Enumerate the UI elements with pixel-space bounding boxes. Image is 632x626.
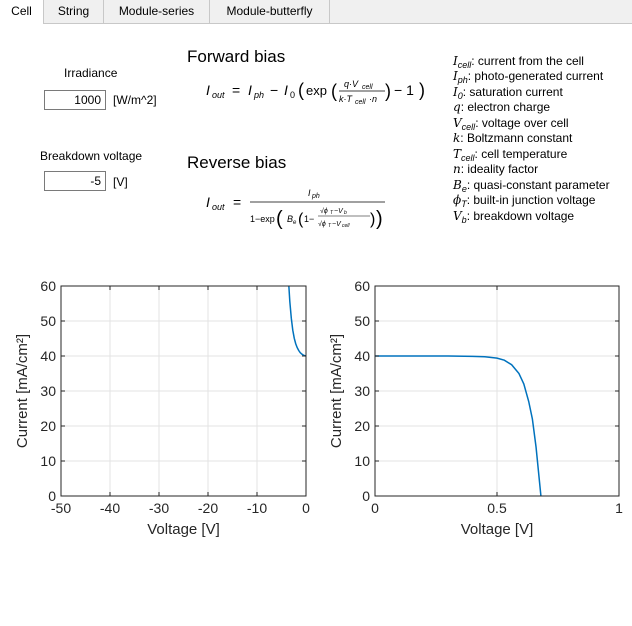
legend-item: I0: saturation current — [453, 85, 563, 101]
tab-bar: Cell String Module-series Module-butterf… — [0, 0, 632, 24]
x-tick-label: 0 — [371, 500, 379, 516]
svg-text:I: I — [308, 188, 311, 198]
svg-text:(: ( — [298, 80, 304, 100]
svg-text:ph: ph — [253, 90, 264, 100]
svg-text:1−: 1− — [304, 214, 314, 224]
reverse-bias-title: Reverse bias — [187, 153, 287, 172]
svg-text:cell: cell — [342, 223, 350, 229]
tab-cell[interactable]: Cell — [0, 0, 44, 24]
svg-text:=: = — [232, 82, 240, 98]
svg-text:I: I — [206, 194, 210, 210]
y-tick-label: 10 — [354, 453, 370, 469]
y-axis-label: Current [mA/cm²] — [328, 334, 345, 448]
legend-item: Be: quasi-constant parameter — [453, 178, 610, 194]
svg-text:−V: −V — [332, 221, 342, 228]
svg-text:1−exp: 1−exp — [250, 214, 275, 224]
reverse-bias-equation: I out = I ph 1−exp ( B e ( 1− √ϕ T −V b … — [206, 188, 385, 230]
legend-item: q: electron charge — [453, 100, 551, 114]
legend-item: k: Boltzmann constant — [453, 131, 573, 145]
svg-text:T: T — [328, 223, 332, 229]
series-line — [288, 285, 307, 357]
svg-text:I: I — [284, 82, 288, 98]
svg-text:−: − — [270, 82, 278, 98]
y-axis-label: Current [mA/cm²] — [14, 334, 31, 448]
y-tick-label: 60 — [354, 278, 370, 294]
x-axis-label: Voltage [V] — [461, 521, 534, 538]
svg-text:ph: ph — [311, 193, 320, 200]
y-tick-label: 40 — [354, 348, 370, 364]
tab-string[interactable]: String — [44, 0, 104, 23]
tab-module-butterfly[interactable]: Module-butterfly — [210, 0, 330, 23]
breakdown-voltage-input[interactable] — [44, 171, 106, 191]
y-tick-label: 30 — [40, 383, 56, 399]
svg-text:exp: exp — [306, 83, 327, 98]
y-tick-label: 40 — [40, 348, 56, 364]
breakdown-voltage-unit: [V] — [113, 175, 128, 189]
irradiance-label: Irradiance — [64, 66, 118, 80]
y-tick-label: 60 — [40, 278, 56, 294]
svg-text:cell: cell — [362, 84, 373, 91]
svg-text:√ϕ: √ϕ — [320, 207, 328, 215]
y-tick-label: 50 — [40, 313, 56, 329]
irradiance-unit: [W/m^2] — [113, 93, 157, 107]
svg-text:B: B — [287, 214, 293, 224]
svg-text:): ) — [370, 211, 375, 228]
svg-text:(: ( — [331, 81, 337, 101]
svg-text:0: 0 — [290, 90, 295, 100]
x-tick-label: -20 — [198, 500, 218, 516]
legend-item: ϕT: built-in junction voltage — [453, 193, 596, 209]
svg-text:−V: −V — [334, 208, 344, 215]
reverse-bias-chart: -50 -40 -30 -20 -10 0 0 10 20 30 40 50 60 Voltage [V]… — [14, 278, 310, 538]
svg-text:I: I — [206, 82, 210, 98]
y-tick-label: 30 — [354, 383, 370, 399]
x-tick-label: 1 — [615, 500, 623, 516]
svg-text:I: I — [248, 82, 252, 98]
y-tick-label: 10 — [40, 453, 56, 469]
legend-item: Icell: current from the cell — [453, 54, 584, 70]
svg-text:k·T: k·T — [339, 94, 353, 104]
svg-text:T: T — [330, 210, 334, 216]
breakdown-voltage-label: Breakdown voltage — [40, 149, 143, 163]
x-tick-label: -40 — [100, 500, 120, 516]
y-tick-label: 0 — [362, 488, 370, 504]
x-axis-label: Voltage [V] — [147, 521, 220, 538]
x-tick-label: 0 — [302, 500, 310, 516]
legend-item: Tcell: cell temperature — [453, 147, 568, 163]
y-tick-label: 50 — [354, 313, 370, 329]
x-tick-label: -50 — [51, 500, 71, 516]
svg-text:(: ( — [298, 211, 304, 228]
irradiance-input[interactable] — [44, 90, 106, 110]
svg-text:(: ( — [276, 208, 283, 230]
svg-text:): ) — [376, 208, 383, 230]
svg-text:=: = — [233, 194, 241, 210]
svg-text:e: e — [293, 220, 297, 226]
svg-text:b: b — [344, 210, 347, 216]
legend-item: Iph: photo-generated current — [453, 69, 604, 85]
x-tick-label: 0.5 — [487, 500, 507, 516]
svg-text:√ϕ: √ϕ — [318, 220, 326, 228]
y-tick-label: 20 — [40, 418, 56, 434]
forward-bias-title: Forward bias — [187, 47, 286, 66]
x-tick-label: -10 — [247, 500, 267, 516]
svg-text:): ) — [419, 80, 425, 100]
forward-bias-equation: I out = I ph − I 0 ( exp ( q·V cell k·T … — [206, 79, 425, 106]
y-tick-label: 20 — [354, 418, 370, 434]
series-line — [375, 355, 542, 497]
svg-text:q·V: q·V — [344, 79, 359, 89]
y-tick-label: 0 — [48, 488, 56, 504]
tab-module-series[interactable]: Module-series — [104, 0, 210, 23]
legend-item: n: ideality factor — [453, 162, 539, 176]
legend-item: Vb: breakdown voltage — [453, 209, 575, 225]
svg-text:out: out — [212, 202, 225, 212]
svg-text:− 1: − 1 — [394, 82, 414, 98]
svg-text:cell: cell — [355, 99, 366, 106]
svg-text:out: out — [212, 90, 225, 100]
svg-text:·n: ·n — [369, 94, 377, 104]
x-tick-label: -30 — [149, 500, 169, 516]
legend-item: Vcell: voltage over cell — [453, 116, 569, 132]
svg-text:): ) — [385, 81, 391, 101]
